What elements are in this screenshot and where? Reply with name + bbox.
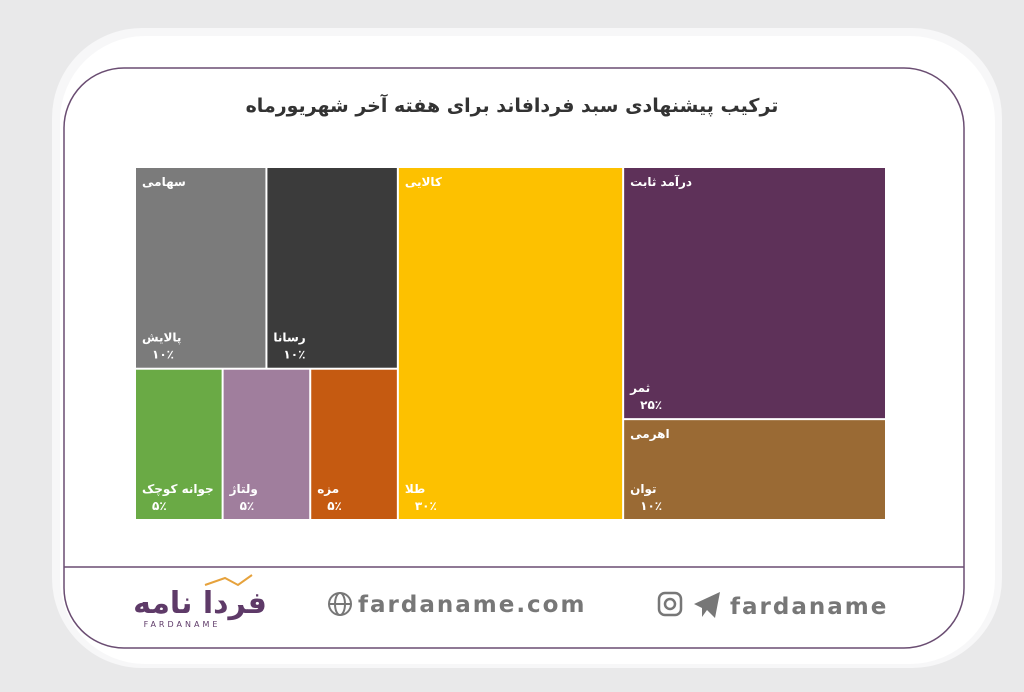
tile-label: رسانا (273, 331, 305, 345)
tile (624, 420, 885, 519)
value-label: ۱۰٪ (283, 348, 305, 362)
value-label: ۱۰٪ (152, 348, 174, 362)
chart-title: ترکیب پیشنهادی سبد فردافاند برای هفته آخ… (246, 93, 779, 117)
logo-latin: FARDANAME (144, 620, 221, 629)
value-label: ۲۵٪ (640, 398, 662, 412)
logo-arrow (204, 574, 253, 587)
tile (136, 369, 222, 519)
website: fardaname.com (358, 592, 586, 618)
tile (311, 369, 397, 519)
card-border (63, 67, 965, 649)
treemap: سهامی پالایش ۱۰٪ رسانا ۱۰٪ جوانه کوچک ۵٪ ولتاژ ۵… (136, 168, 885, 519)
logo: فردا نامه (133, 586, 267, 621)
group-label: سهامی (142, 175, 186, 189)
tile (624, 168, 885, 419)
value-label: ۵٪ (327, 499, 342, 513)
tile-label: ثمر (629, 381, 650, 395)
tile (223, 369, 310, 519)
tile-label: جوانه کوچک (142, 482, 214, 497)
tile (136, 168, 266, 368)
value-label: ۳۰٪ (415, 499, 437, 513)
tile-label: ولتاژ (229, 482, 258, 497)
value-label: ۱۰٪ (640, 499, 662, 513)
value-label: ۵٪ (152, 499, 167, 513)
value-label: ۵٪ (240, 499, 255, 513)
telegram-icon (694, 592, 720, 618)
globe-icon (328, 592, 352, 616)
tile-label: پالایش (142, 331, 181, 345)
tile-label: طلا (405, 482, 425, 496)
tile-label: توان (630, 482, 656, 497)
group-label: اهرمی (630, 427, 669, 441)
social-handle: fardaname (730, 594, 888, 620)
tile (267, 168, 397, 368)
group-label: درآمد ثابت (630, 174, 692, 189)
instagram-icon (657, 591, 683, 617)
tile (398, 168, 623, 519)
group-label: کالایی (405, 175, 442, 189)
tile-label: مزه (317, 482, 339, 496)
